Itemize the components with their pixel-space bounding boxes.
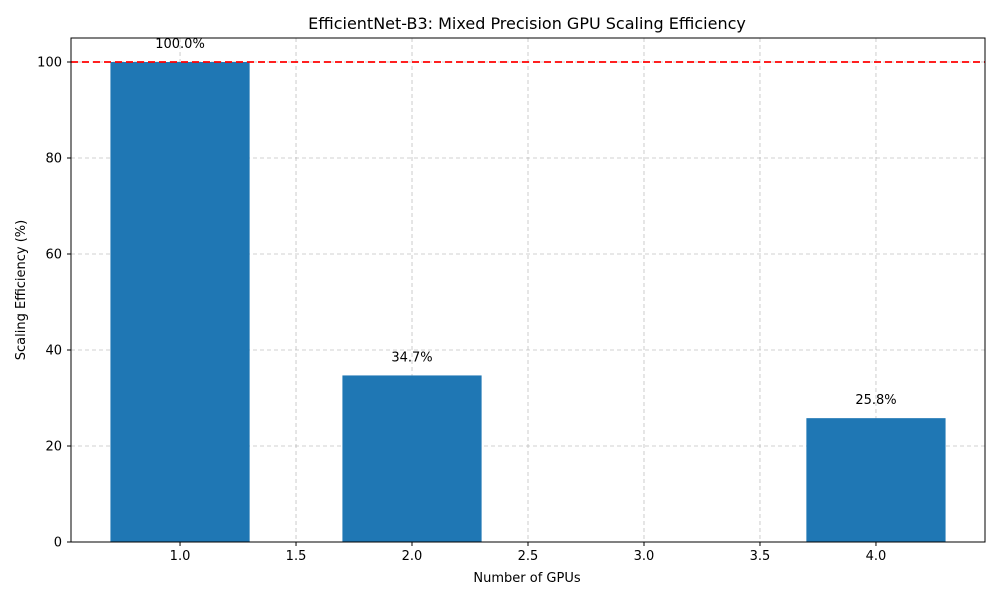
chart-title: EfficientNet-B3: Mixed Precision GPU Sca… [308, 14, 746, 33]
x-tick-label: 1.0 [170, 549, 191, 564]
labels-layer: 100.0% 34.7% 25.8% [155, 37, 896, 408]
x-tick-label: 1.5 [286, 549, 307, 564]
bar-data-label: 100.0% [155, 37, 205, 52]
y-tick-label: 100 [37, 56, 62, 71]
bar-4-gpu [806, 418, 946, 542]
y-axis-title: Scaling Efficiency (%) [14, 220, 29, 360]
y-tick-label: 40 [45, 344, 62, 359]
x-tick-label: 3.5 [750, 549, 771, 564]
x-tick-label: 3.0 [634, 549, 655, 564]
y-tick-label: 60 [45, 248, 62, 263]
x-tick-label: 2.0 [402, 549, 423, 564]
y-tick-label: 0 [54, 536, 62, 551]
y-tick-label: 20 [45, 440, 62, 455]
bars-layer [110, 62, 946, 542]
x-tick-label: 2.5 [518, 549, 539, 564]
y-tick-label: 80 [45, 152, 62, 167]
bar-data-label: 34.7% [391, 350, 432, 365]
axes-layer: 1.0 1.5 2.0 2.5 3.0 3.5 4.0 0 20 40 60 80 100 [37, 37, 986, 564]
x-axis-title: Number of GPUs [473, 571, 580, 586]
bar-2-gpu [342, 375, 482, 542]
x-tick-label: 4.0 [866, 549, 887, 564]
bar-data-label: 25.8% [855, 393, 896, 408]
bar-1-gpu [110, 62, 250, 542]
